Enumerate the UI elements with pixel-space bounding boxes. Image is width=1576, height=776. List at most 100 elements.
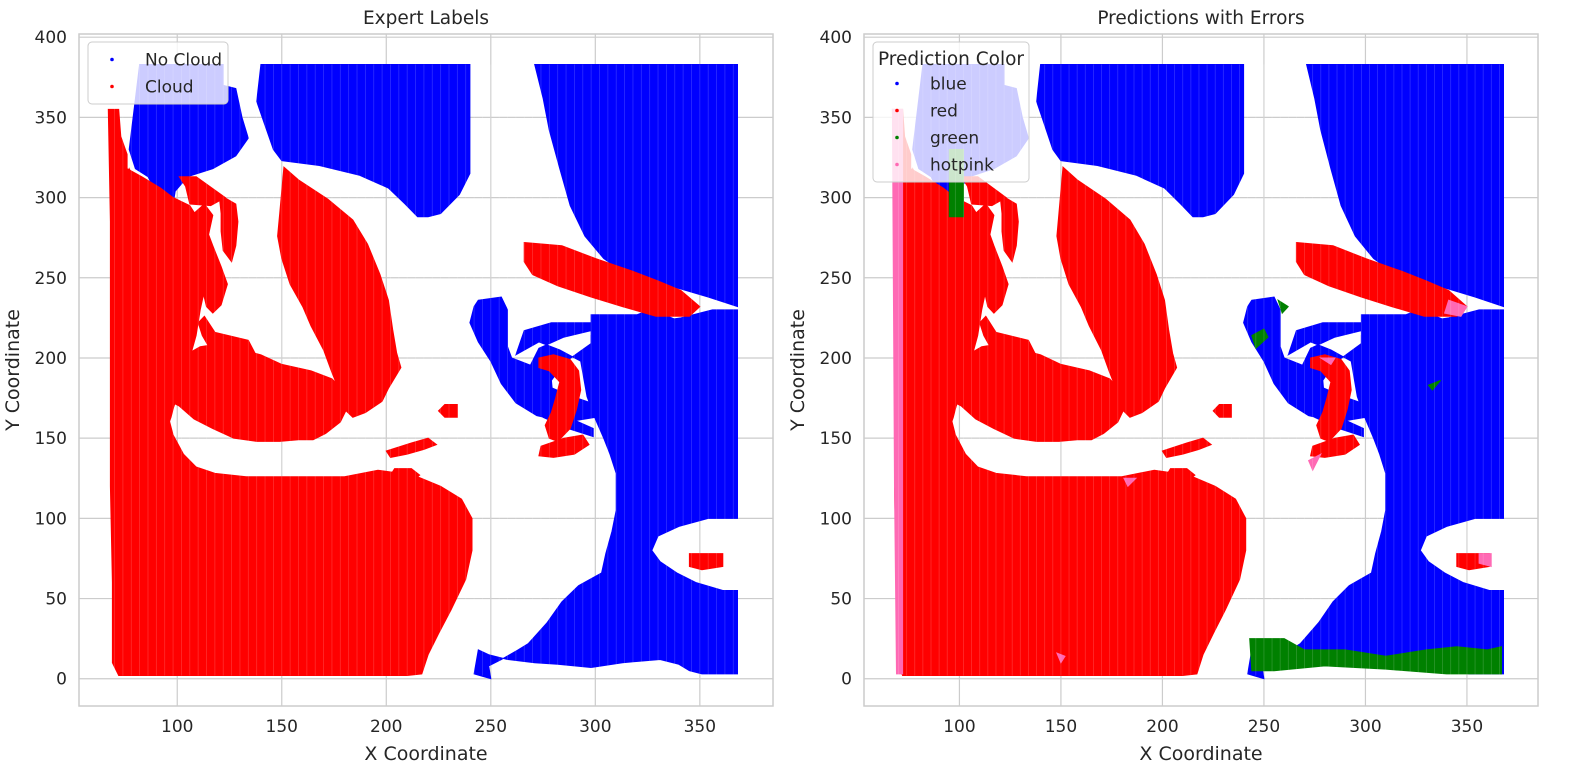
x-axis-title: X Coordinate (1139, 743, 1262, 765)
legend-label: blue (930, 75, 967, 95)
scatter-region (1161, 437, 1213, 458)
x-tick-label: 200 (1146, 717, 1178, 737)
scatter-region (1163, 468, 1196, 484)
scatter-region (1427, 379, 1441, 391)
scatter-region (142, 341, 348, 442)
y-tick-label: 50 (45, 590, 67, 610)
scatter-region (1243, 296, 1367, 423)
legend-label: hotpink (930, 156, 994, 176)
scatter-region (191, 203, 228, 314)
y-tick-label: 100 (35, 509, 67, 529)
legend-marker (895, 162, 899, 167)
y-tick-label: 250 (35, 269, 67, 289)
scatter-region (387, 468, 421, 484)
scatter-region (999, 193, 1019, 263)
x-tick-label: 150 (1045, 717, 1077, 737)
scatter-region (1443, 299, 1468, 317)
y-tick-label: 50 (830, 590, 852, 610)
x-tick-label: 200 (370, 717, 402, 737)
x-tick-label: 250 (1248, 717, 1280, 737)
legend-label: Cloud (145, 78, 194, 98)
series-cloud (107, 108, 724, 676)
legend-box (87, 41, 229, 105)
scatter-region (1277, 299, 1290, 315)
chart-title: Predictions with Errors (1097, 8, 1304, 29)
scatter-region (1249, 638, 1502, 675)
x-tick-label: 250 (475, 717, 507, 737)
scatter-region (925, 341, 1125, 442)
scatter-region (1251, 328, 1269, 350)
x-tick-label: 300 (579, 717, 611, 737)
scatter-region (1319, 357, 1336, 366)
scatter-region (437, 404, 458, 418)
y-tick-label: 400 (820, 28, 852, 48)
scatter-region (385, 437, 438, 458)
legend-marker (895, 81, 899, 86)
scatter-region (118, 167, 205, 450)
point-columns (114, 64, 734, 676)
chart-panel-2: 100 150 200 250 300 350 0 50 100 150 200 250 300 350 4… (787, 8, 1539, 765)
scatter-region (1295, 241, 1468, 317)
scatter-region (1309, 434, 1360, 458)
legend-title: Prediction Color (878, 49, 1024, 70)
legend-box (872, 41, 1030, 183)
y-tick-label: 150 (820, 429, 852, 449)
scatter-region (1310, 354, 1352, 442)
y-axis-title: Y Coordinate (787, 309, 809, 432)
chart-title: Expert Labels (363, 8, 489, 29)
scatter-region (1056, 166, 1178, 418)
chart-panel-1: 100 150 200 250 300 350 0 50 100 150 200 250 300 350 4… (2, 8, 774, 765)
y-tick-label: 100 (820, 509, 852, 529)
y-tick-label: 150 (35, 429, 67, 449)
scatter-region (538, 434, 590, 458)
legend-label: No Cloud (145, 51, 222, 71)
scatter-region (277, 166, 402, 418)
x-tick-label: 350 (1451, 717, 1483, 737)
legend-marker (895, 108, 899, 113)
legend: No Cloud Cloud (87, 41, 229, 105)
y-tick-label: 200 (820, 349, 852, 369)
scatter-region (1055, 652, 1066, 664)
y-tick-label: 300 (35, 189, 67, 209)
scatter-region (1212, 404, 1232, 418)
scatter-points (107, 64, 738, 680)
y-tick-label: 0 (841, 670, 852, 690)
legend-label: red (930, 102, 958, 122)
x-axis-title: X Coordinate (364, 743, 487, 765)
scatter-region (538, 354, 582, 442)
scatter-region (973, 203, 1009, 314)
scatter-points (891, 64, 1504, 680)
x-tick-label: 100 (943, 717, 975, 737)
scatter-region (218, 193, 239, 263)
scatter-region (256, 64, 471, 218)
legend-marker (895, 135, 899, 140)
scatter-region (1123, 477, 1138, 488)
y-axis-title: Y Coordinate (2, 309, 24, 432)
scatter-region (523, 241, 701, 317)
plot-frame (78, 33, 774, 707)
scatter-region (651, 383, 685, 397)
legend-marker (110, 84, 114, 89)
series-no-cloud (128, 64, 738, 680)
y-tick-label: 200 (35, 349, 67, 369)
scatter-region (688, 553, 724, 571)
y-tick-label: 250 (820, 269, 852, 289)
scatter-region (1478, 553, 1492, 568)
scatter-region (469, 296, 596, 423)
y-tick-label: 0 (56, 670, 67, 690)
x-tick-label: 300 (1349, 717, 1381, 737)
plot-frame (863, 33, 1539, 707)
legend: Prediction Color blue red green hotpink (872, 41, 1030, 183)
scatter-region (1307, 453, 1322, 472)
legend-marker (110, 57, 114, 62)
series-red (891, 108, 1490, 676)
y-tick-label: 300 (820, 189, 852, 209)
x-tick-label: 100 (161, 717, 193, 737)
y-tick-label: 350 (35, 108, 67, 128)
x-tick-label: 350 (684, 717, 716, 737)
x-tick-label: 150 (266, 717, 298, 737)
scatter-region (1036, 64, 1245, 218)
legend-label: green (930, 129, 979, 149)
y-tick-label: 350 (820, 108, 852, 128)
